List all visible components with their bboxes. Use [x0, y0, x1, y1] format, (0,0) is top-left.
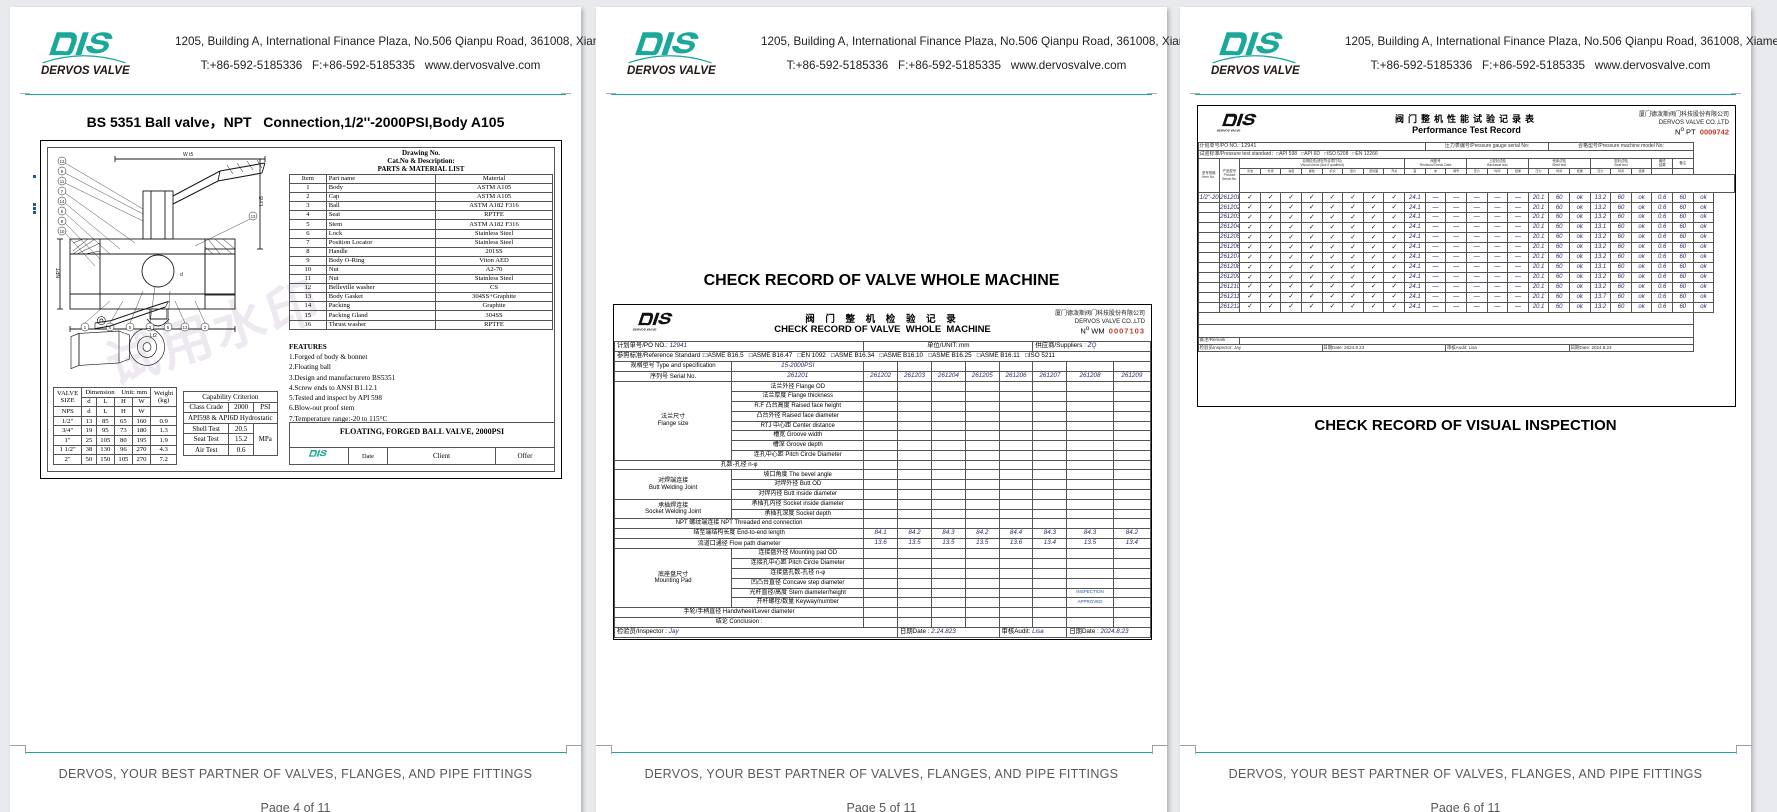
svg-text:d: d	[180, 272, 183, 278]
svg-text:12: 12	[60, 159, 65, 164]
svg-text:11: 11	[60, 179, 65, 184]
svg-text:13: 13	[251, 214, 256, 219]
svg-text:NPT: NPT	[56, 268, 62, 278]
svg-text:14: 14	[60, 199, 65, 204]
svg-text:13: 13	[183, 325, 188, 330]
svg-text:W t5: W t5	[183, 152, 193, 158]
svg-text:Lt2: Lt2	[150, 333, 157, 339]
svg-text:10: 10	[60, 229, 65, 234]
svg-text:Lm5: Lm5	[259, 196, 265, 206]
